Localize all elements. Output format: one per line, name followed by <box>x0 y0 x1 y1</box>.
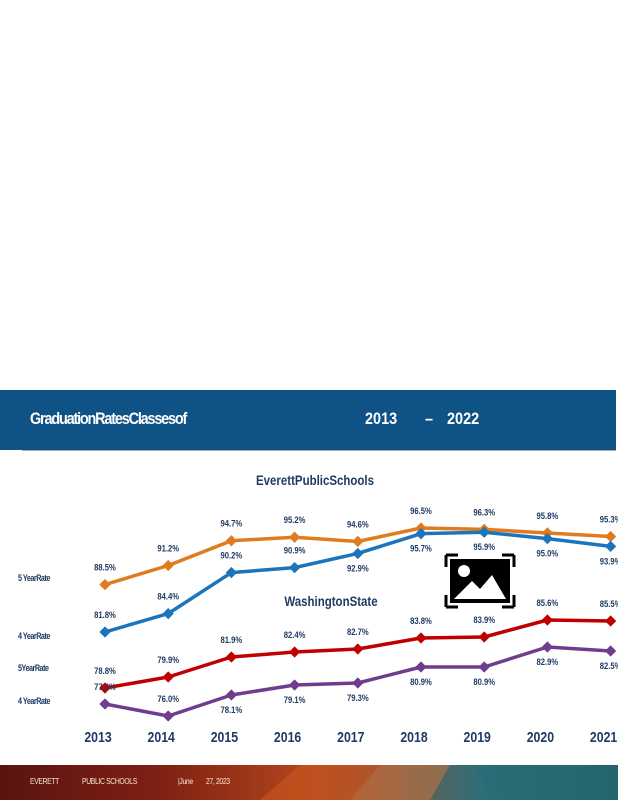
chart-group-title-washington: WashingtonState <box>284 593 377 609</box>
footer-bar: EVERETT PUBLIC SCHOOLS |June 27, 2023 <box>0 765 618 800</box>
series-1-label-8: 93.9% <box>600 556 618 567</box>
series-2-label-8: 85.5% <box>600 598 618 609</box>
series-2-point-7 <box>541 614 554 626</box>
row-label-4-year-state: 4 YearRate <box>18 696 50 706</box>
series-1-point-4 <box>352 547 364 560</box>
series-3-point-5 <box>415 661 427 673</box>
series-1-label-0: 81.8% <box>94 609 116 620</box>
series-1-point-3 <box>288 561 301 574</box>
series-3-label-6: 80.9% <box>473 676 495 687</box>
series-line-1 <box>104 530 611 634</box>
series-1-label-7: 95.0% <box>537 548 559 559</box>
series-0-point-0 <box>99 578 111 591</box>
series-3-label-1: 76.0% <box>157 693 179 704</box>
series-0-label-1: 91.2% <box>157 543 179 554</box>
series-1-point-1 <box>162 607 174 620</box>
series-1-label-1: 84.4% <box>157 591 179 602</box>
series-3-point-3 <box>288 679 301 691</box>
banner-year-dash: – <box>425 409 434 428</box>
series-0-label-7: 95.8% <box>537 510 559 521</box>
series-3-label-5: 80.9% <box>410 676 432 687</box>
banner-year-end: 2022 <box>447 409 480 428</box>
series-3-point-4 <box>352 677 364 689</box>
series-2-label-7: 85.6% <box>537 597 559 608</box>
series-3-point-1 <box>162 710 174 722</box>
chart-group-title-everett: EverettPublicSchools <box>256 472 374 488</box>
series-0-label-4: 94.6% <box>347 519 369 530</box>
x-tick-2018: 2018 <box>400 729 428 745</box>
row-label-4-year-everett: 4 YearRate <box>18 631 50 641</box>
series-3-point-8 <box>604 645 617 657</box>
series-3-label-0: 77.2% <box>94 681 116 692</box>
series-2-point-2 <box>225 651 238 663</box>
footer-org: EVERETT <box>30 777 59 786</box>
series-2-point-4 <box>352 643 364 655</box>
series-3-label-3: 79.1% <box>284 694 306 705</box>
graduation-line-chart: EverettPublicSchools WashingtonState 88.… <box>84 472 618 745</box>
series-2-point-5 <box>415 632 427 644</box>
series-1-label-6: 95.9% <box>473 542 495 553</box>
series-0-point-1 <box>162 559 174 572</box>
x-tick-2020: 2020 <box>527 729 555 745</box>
footer-decoration <box>260 765 618 800</box>
series-2-point-8 <box>604 615 617 627</box>
series-2-label-4: 82.7% <box>347 626 369 637</box>
series-0-label-2: 94.7% <box>221 518 243 529</box>
row-label-5-year-state: 5YearRate <box>18 663 49 673</box>
series-3-point-7 <box>541 641 554 653</box>
series-0-label-0: 88.5% <box>94 562 116 573</box>
series-3-point-6 <box>478 661 490 673</box>
series-2-label-1: 79.9% <box>157 654 179 665</box>
x-tick-2014: 2014 <box>148 729 176 745</box>
series-3-point-2 <box>225 689 238 701</box>
series-1-label-2: 90.2% <box>221 550 243 561</box>
series-1-point-8 <box>604 540 617 553</box>
series-0-point-3 <box>288 531 301 543</box>
series-3-point-0 <box>99 698 111 710</box>
series-3-label-4: 79.3% <box>347 692 369 703</box>
series-2-label-2: 81.9% <box>221 634 243 645</box>
series-0-point-2 <box>225 535 238 547</box>
footer-date-2: 27, 2023 <box>206 777 230 786</box>
series-2-point-6 <box>478 631 490 643</box>
row-label-5-year-everett: 5 YearRate <box>18 573 50 583</box>
series-1-point-0 <box>99 626 111 638</box>
banner-year-start: 2013 <box>365 409 398 428</box>
series-2-point-3 <box>288 646 301 658</box>
series-2-label-6: 83.9% <box>473 614 495 625</box>
footer-date: |June <box>178 777 193 786</box>
series-0-point-8 <box>604 530 617 543</box>
series-2-label-3: 82.4% <box>284 629 306 640</box>
series-3-label-7: 82.9% <box>537 656 559 667</box>
series-0-label-6: 96.3% <box>473 507 495 518</box>
title-banner: GraduationRatesClassesof 2013 – 2022 <box>0 390 616 450</box>
series-0-label-8: 95.3% <box>600 514 618 525</box>
x-tick-2013: 2013 <box>84 729 112 745</box>
image-placeholder-icon <box>444 553 516 609</box>
x-tick-2019: 2019 <box>464 729 492 745</box>
footer-org-2: PUBLIC SCHOOLS <box>82 777 137 786</box>
series-1-label-4: 92.9% <box>347 563 369 574</box>
series-1-label-5: 95.7% <box>410 543 432 554</box>
series-3-label-8: 82.5% <box>600 660 618 671</box>
series-0-point-4 <box>352 535 364 548</box>
x-tick-2021: 2021 <box>590 729 618 745</box>
divider-rule <box>22 450 616 451</box>
x-tick-2015: 2015 <box>211 729 239 745</box>
series-3-label-2: 78.1% <box>221 704 243 715</box>
x-tick-2016: 2016 <box>274 729 302 745</box>
x-tick-2017: 2017 <box>337 729 365 745</box>
series-2-label-5: 83.8% <box>410 615 432 626</box>
series-2-label-0: 78.8% <box>94 665 116 676</box>
banner-title: GraduationRatesClassesof <box>30 409 187 428</box>
series-0-label-5: 96.5% <box>410 505 432 516</box>
series-1-label-3: 90.9% <box>284 545 306 556</box>
series-2-point-1 <box>162 671 174 683</box>
series-0-label-3: 95.2% <box>284 515 306 526</box>
